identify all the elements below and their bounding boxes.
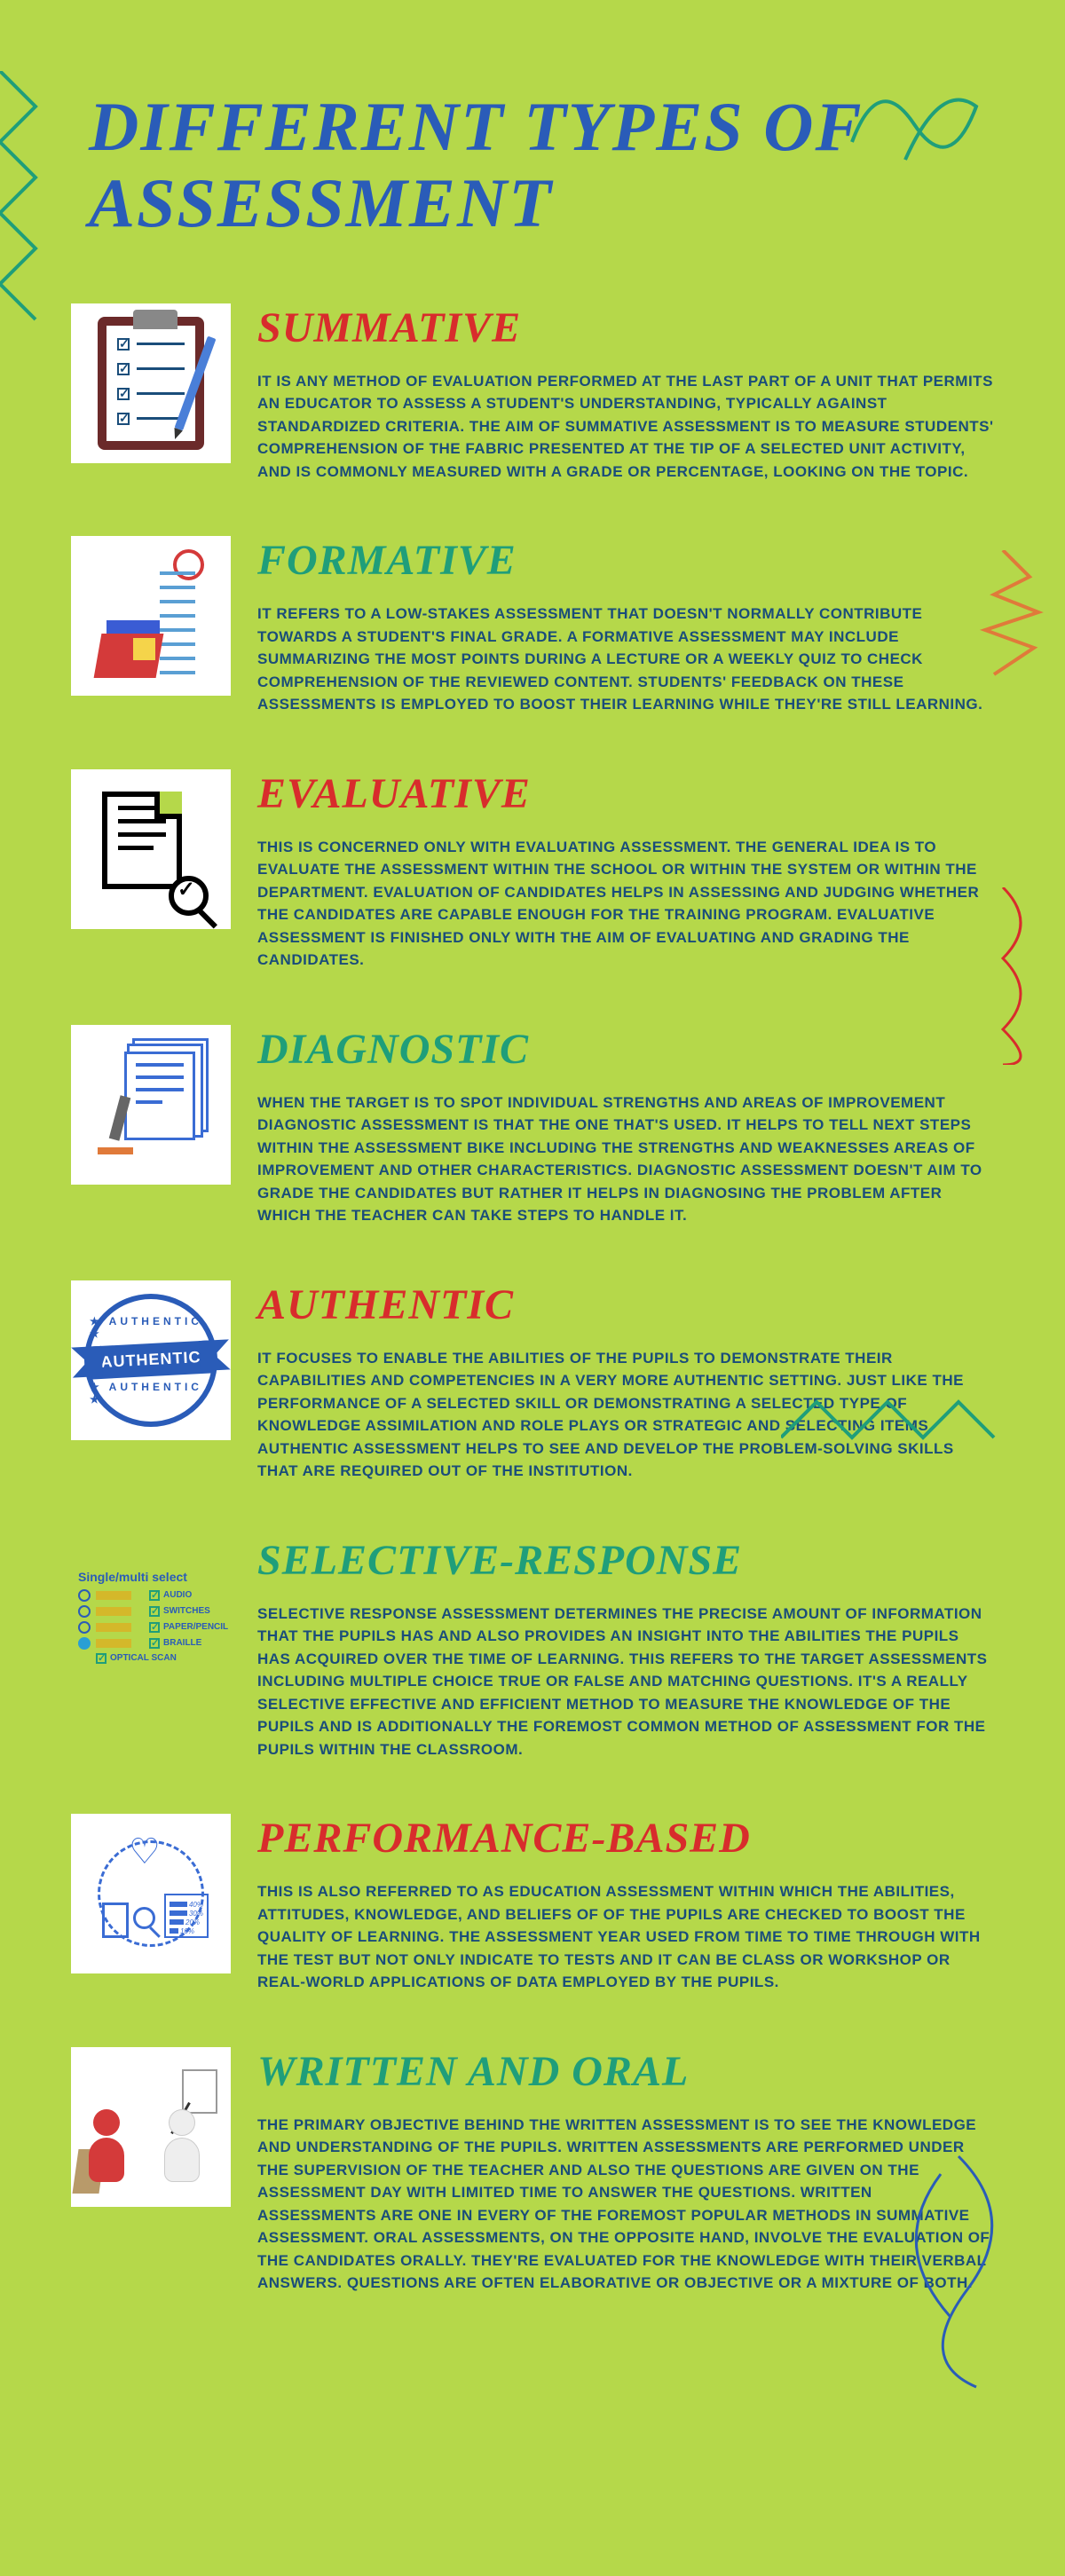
body-written-oral: THE PRIMARY OBJECTIVE BEHIND THE WRITTEN…: [257, 2114, 994, 2295]
chart-val-3: 10%: [180, 1927, 194, 1935]
section-formative: FORMATIVE IT REFERS TO A LOW-STAKES ASSE…: [71, 536, 994, 716]
opt-audio: AUDIO: [163, 1590, 192, 1600]
books-ladder-icon: [71, 536, 231, 696]
body-diagnostic: WHEN THE TARGET IS TO SPOT INDIVIDUAL ST…: [257, 1091, 994, 1227]
page-title: DIFFERENT TYPES OF ASSESSMENT: [89, 89, 994, 241]
section-selective: Single/multi select AUDIO SWITCHES PAPER…: [71, 1536, 994, 1761]
opt-braille: BRAILLE: [163, 1638, 201, 1648]
heading-selective: SELECTIVE-RESPONSE: [257, 1536, 994, 1585]
opt-switches: SWITCHES: [163, 1606, 210, 1616]
opt-optical: OPTICAL SCAN: [110, 1653, 177, 1663]
performance-dashboard-icon: ♡ 40% 30% 20% 10%: [71, 1814, 231, 1973]
heading-evaluative: EVALUATIVE: [257, 769, 994, 818]
heading-written-oral: WRITTEN AND ORAL: [257, 2047, 994, 2096]
authentic-stamp-icon: ★ AUTHENTIC ★ AUTHENTIC ★ AUTHENTIC ★: [71, 1280, 231, 1440]
section-summative: SUMMATIVE IT IS ANY METHOD OF EVALUATION…: [71, 303, 994, 484]
section-written-oral: WRITTEN AND ORAL THE PRIMARY OBJECTIVE B…: [71, 2047, 994, 2295]
squiggle-top-left: [0, 71, 89, 337]
select-title: Single/multi select: [71, 1566, 231, 1587]
body-performance: THIS IS ALSO REFERRED TO AS EDUCATION AS…: [257, 1880, 994, 1994]
section-performance: ♡ 40% 30% 20% 10% PERFORMANCE-BASED THIS…: [71, 1814, 994, 1994]
section-diagnostic: DIAGNOSTIC WHEN THE TARGET IS TO SPOT IN…: [71, 1025, 994, 1227]
body-formative: IT REFERS TO A LOW-STAKES ASSESSMENT THA…: [257, 603, 994, 716]
infographic-page: DIFFERENT TYPES OF ASSESSMENT SUMMATIVE …: [0, 0, 1065, 2576]
chart-val-1: 30%: [189, 1910, 203, 1918]
microscope-papers-icon: [71, 1025, 231, 1185]
clipboard-check-icon: [71, 303, 231, 463]
body-selective: SELECTIVE RESPONSE ASSESSMENT DETERMINES…: [257, 1603, 994, 1761]
section-evaluative: ✓ EVALUATIVE THIS IS CONCERNED ONLY WITH…: [71, 769, 994, 972]
heading-diagnostic: DIAGNOSTIC: [257, 1025, 994, 1074]
heading-summative: SUMMATIVE: [257, 303, 994, 352]
body-summative: IT IS ANY METHOD OF EVALUATION PERFORMED…: [257, 370, 994, 484]
heading-performance: PERFORMANCE-BASED: [257, 1814, 994, 1863]
speaker-presenter-icon: [71, 2047, 231, 2207]
chart-val-2: 20%: [185, 1918, 200, 1926]
body-authentic: IT FOCUSES TO ENABLE THE ABILITIES OF TH…: [257, 1347, 994, 1483]
chart-val-0: 40%: [189, 1901, 203, 1909]
document-magnify-icon: ✓: [71, 769, 231, 929]
heading-authentic: AUTHENTIC: [257, 1280, 994, 1329]
opt-paper: PAPER/PENCIL: [163, 1622, 228, 1632]
heading-formative: FORMATIVE: [257, 536, 994, 585]
multi-select-icon: Single/multi select AUDIO SWITCHES PAPER…: [71, 1536, 231, 1696]
section-authentic: ★ AUTHENTIC ★ AUTHENTIC ★ AUTHENTIC ★ AU…: [71, 1280, 994, 1483]
stamp-label: AUTHENTIC: [89, 1341, 213, 1380]
body-evaluative: THIS IS CONCERNED ONLY WITH EVALUATING A…: [257, 836, 994, 972]
